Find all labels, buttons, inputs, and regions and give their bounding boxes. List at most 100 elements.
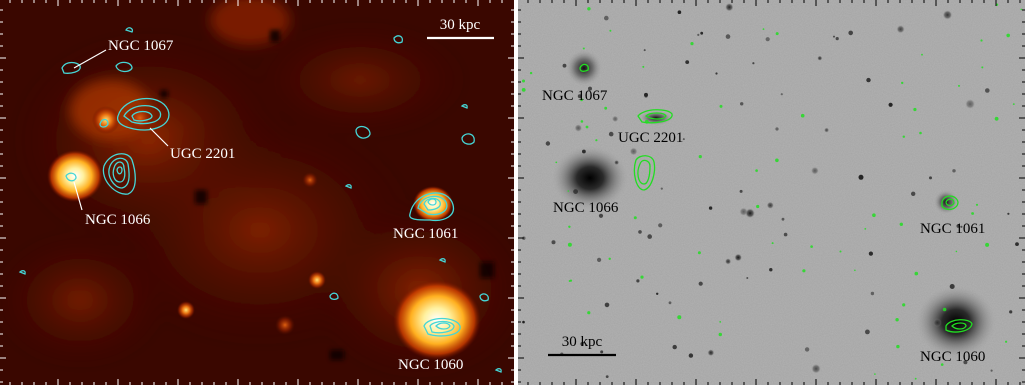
field-star xyxy=(644,92,648,97)
field-star xyxy=(660,187,663,190)
noise-contour-speck xyxy=(698,155,702,159)
ngc1060-xray-source xyxy=(393,280,481,360)
field-star xyxy=(804,347,810,352)
field-star xyxy=(848,30,853,36)
label-ngc1060: NGC 1060 xyxy=(398,357,463,373)
field-star xyxy=(868,251,873,256)
field-star xyxy=(698,281,703,286)
field-star xyxy=(685,60,690,64)
noise-contour-speck xyxy=(895,318,899,322)
noise-contour-speck xyxy=(775,158,779,163)
noise-contour-speck xyxy=(1020,8,1023,11)
field-star xyxy=(1009,310,1013,314)
field-star xyxy=(582,149,586,154)
noise-contour-speck xyxy=(775,32,779,36)
label-ngc1067: NGC 1067 xyxy=(108,38,174,54)
field-star xyxy=(965,99,976,109)
field-star xyxy=(952,169,956,173)
noise-contour-speck xyxy=(994,116,999,121)
axis-ticks xyxy=(518,0,1025,385)
field-star xyxy=(963,360,968,365)
noise-contour-speck xyxy=(901,81,904,85)
field-star xyxy=(929,176,932,180)
optical-image-panel: 30 kpc NGC 1067 UGC 2201 NGC 1066 NGC 10… xyxy=(518,0,1025,385)
noise-contour-speck xyxy=(529,71,533,75)
noise-contour-speck xyxy=(555,161,558,164)
field-star xyxy=(765,37,770,42)
noise-contour-speck xyxy=(582,47,585,50)
noise-contour-speck xyxy=(958,84,960,87)
noise-contour-speck xyxy=(567,242,572,247)
field-star xyxy=(647,234,652,239)
scale-bar-label: 30 kpc xyxy=(562,334,603,350)
field-star xyxy=(811,166,819,175)
field-star xyxy=(598,213,604,218)
field-star xyxy=(551,240,556,245)
field-stars xyxy=(522,3,1019,378)
field-star xyxy=(985,88,990,93)
field-star xyxy=(949,284,955,289)
noise-contours xyxy=(521,3,1023,380)
ngc1060-optical xyxy=(916,286,996,358)
field-star xyxy=(811,363,821,374)
field-star xyxy=(643,49,646,52)
field-star xyxy=(725,3,734,12)
field-star xyxy=(573,189,578,195)
field-star xyxy=(608,131,614,137)
field-star xyxy=(781,217,785,221)
field-star xyxy=(833,35,835,38)
field-star xyxy=(870,291,875,296)
xray-contours-overlay xyxy=(579,63,973,333)
noise-contour-speck xyxy=(800,113,805,118)
field-star xyxy=(638,230,642,234)
field-star xyxy=(739,189,743,193)
label-ngc1066: NGC 1066 xyxy=(553,200,619,216)
noise-contour-speck xyxy=(633,216,637,220)
field-star xyxy=(896,25,905,34)
field-star xyxy=(858,174,864,180)
noise-contour-speck xyxy=(719,321,722,323)
noise-contour-speck xyxy=(899,222,903,226)
noise-contour-speck xyxy=(587,311,591,315)
noise-contour-speck xyxy=(902,303,906,307)
noise-contour-speck xyxy=(985,242,990,247)
field-star xyxy=(956,224,960,228)
field-star xyxy=(824,127,830,133)
field-star xyxy=(577,94,582,99)
noise-contour-speck xyxy=(981,66,984,69)
noise-contour-speck xyxy=(585,125,589,129)
xray-contours xyxy=(18,27,502,373)
noise-contour-speck xyxy=(690,42,694,46)
noise-contour-speck xyxy=(755,169,758,172)
field-star xyxy=(707,349,715,357)
noise-contour-speck xyxy=(604,106,608,110)
field-star xyxy=(866,77,871,83)
field-star xyxy=(604,302,610,308)
field-star xyxy=(562,63,567,68)
noise-contour-speck xyxy=(567,190,570,192)
scale-bar-label: 30 kpc xyxy=(440,17,481,33)
field-star xyxy=(725,258,732,265)
field-star xyxy=(614,160,620,165)
field-star xyxy=(725,34,731,39)
field-star xyxy=(783,232,788,237)
label-pointer-lines xyxy=(73,49,169,211)
noise-contour-speck xyxy=(608,257,611,260)
noise-contour-speck xyxy=(874,373,876,375)
noise-contour-speck xyxy=(522,79,525,83)
noise-contour-speck xyxy=(677,315,682,320)
noise-contour-speck xyxy=(1005,340,1008,343)
noise-contour-speck xyxy=(864,228,867,230)
xray-image: 30 kpc NGC 1067 UGC 2201 NGC 1066 NGC 10… xyxy=(0,0,514,385)
noise-contour-speck xyxy=(569,279,573,282)
noise-contour-speck xyxy=(913,107,917,112)
noise-contour-speck xyxy=(914,271,919,276)
field-star xyxy=(911,191,916,196)
field-star xyxy=(990,369,993,372)
noise-contour-speck xyxy=(644,119,649,124)
noise-contour-speck xyxy=(587,7,591,11)
optical-image: 30 kpc NGC 1067 UGC 2201 NGC 1066 NGC 10… xyxy=(518,0,1025,385)
noise-contour-speck xyxy=(872,213,876,217)
field-star xyxy=(605,375,609,378)
noise-contour-speck xyxy=(756,204,760,209)
